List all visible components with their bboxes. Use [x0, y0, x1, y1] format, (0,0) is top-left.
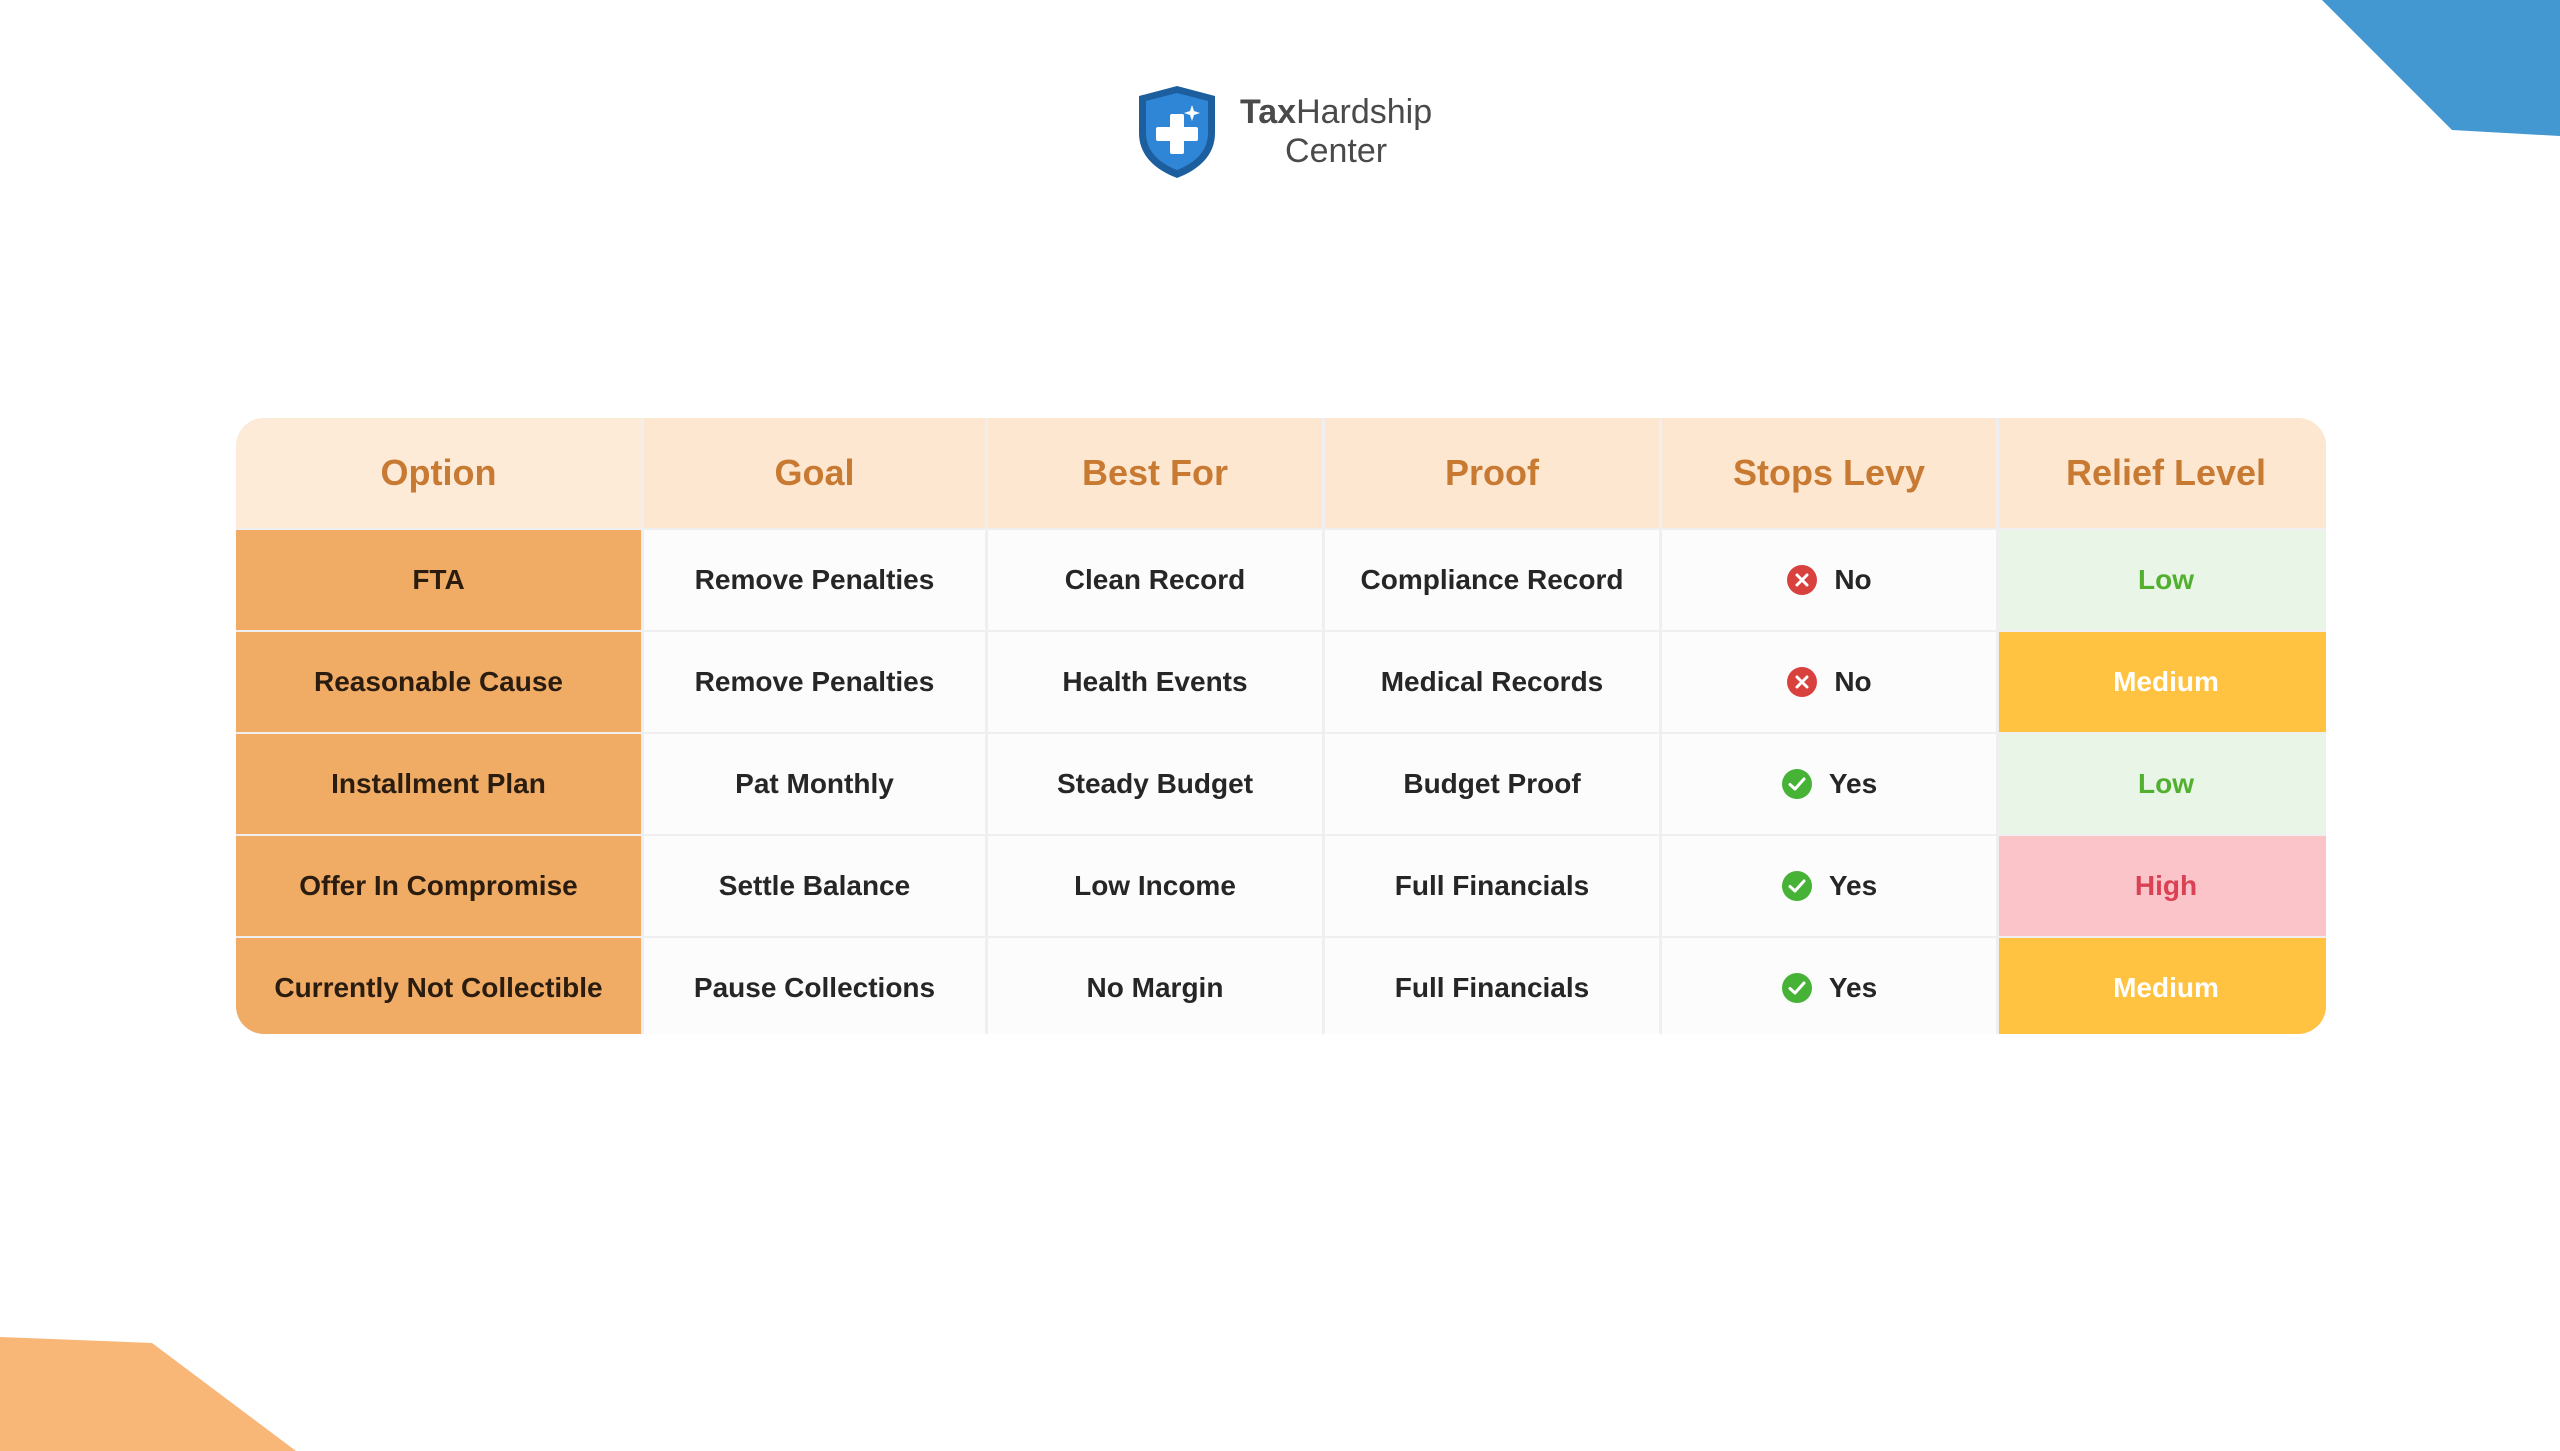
stops-levy-label: Yes	[1828, 768, 1878, 799]
option-cell: Installment Plan	[236, 734, 641, 834]
proof-cell: Compliance Record	[1325, 530, 1659, 630]
option-cell: FTA	[236, 530, 641, 630]
option-cell: Reasonable Cause	[236, 632, 641, 732]
relief-level-badge: Medium	[1999, 632, 2326, 732]
proof-cell: Full Financials	[1325, 836, 1659, 936]
brand-name-line2: Center	[1285, 132, 1388, 170]
stops-levy-label: Yes	[1828, 870, 1878, 901]
check-circle-icon	[1781, 871, 1812, 901]
header-proof: Proof	[1325, 418, 1659, 528]
shield-cross-icon	[1139, 86, 1215, 178]
goal-cell: Settle Balance	[644, 836, 985, 936]
x-circle-icon	[1787, 667, 1818, 697]
proof-cell: Full Financials	[1325, 938, 1659, 1034]
proof-cell: Medical Records	[1325, 632, 1659, 732]
stops-levy-label: No	[1834, 564, 1872, 595]
corner-decoration-blue	[2322, 0, 2560, 136]
proof-cell: Budget Proof	[1325, 734, 1659, 834]
relief-level-badge: High	[1999, 836, 2326, 936]
option-cell: Offer In Compromise	[236, 836, 641, 936]
header-option: Option	[236, 418, 641, 528]
option-cell: Currently Not Collectible	[236, 938, 641, 1034]
stops-levy-cell: No	[1662, 530, 1996, 630]
x-circle-icon	[1787, 565, 1818, 595]
brand-name: TaxHardship Center	[1240, 93, 1432, 171]
stops-levy-cell: Yes	[1662, 734, 1996, 834]
best-for-cell: Steady Budget	[988, 734, 1322, 834]
brand-name-bold: Tax	[1240, 93, 1297, 131]
relief-options-table: Option Goal Best For Proof Stops Levy Re…	[236, 418, 2326, 1034]
stops-levy-label: Yes	[1828, 972, 1878, 1003]
relief-level-badge: Low	[1999, 734, 2326, 834]
header-stops-levy: Stops Levy	[1662, 418, 1996, 528]
relief-level-badge: Medium	[1999, 938, 2326, 1034]
goal-cell: Remove Penalties	[644, 632, 985, 732]
brand-name-regular: Hardship	[1296, 93, 1433, 131]
stops-levy-cell: Yes	[1662, 836, 1996, 936]
header-relief-level: Relief Level	[1999, 418, 2326, 528]
relief-level-badge: Low	[1999, 530, 2326, 630]
header-goal: Goal	[644, 418, 985, 528]
best-for-cell: Clean Record	[988, 530, 1322, 630]
best-for-cell: Low Income	[988, 836, 1322, 936]
header-best-for: Best For	[988, 418, 1322, 528]
best-for-cell: Health Events	[988, 632, 1322, 732]
check-circle-icon	[1781, 769, 1812, 799]
goal-cell: Remove Penalties	[644, 530, 985, 630]
goal-cell: Pause Collections	[644, 938, 985, 1034]
best-for-cell: No Margin	[988, 938, 1322, 1034]
goal-cell: Pat Monthly	[644, 734, 985, 834]
check-circle-icon	[1781, 973, 1812, 1003]
stops-levy-label: No	[1834, 666, 1872, 697]
corner-decoration-orange	[0, 1337, 296, 1451]
stops-levy-cell: Yes	[1662, 938, 1996, 1034]
stops-levy-cell: No	[1662, 632, 1996, 732]
brand-logo: TaxHardship Center	[1134, 82, 1432, 182]
